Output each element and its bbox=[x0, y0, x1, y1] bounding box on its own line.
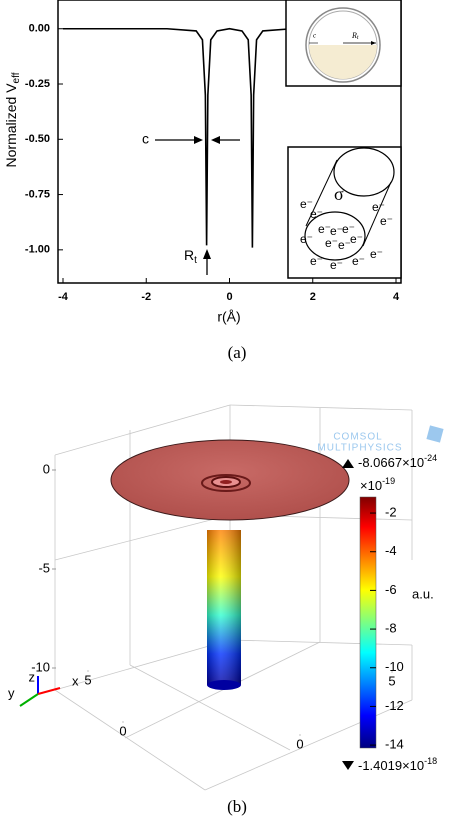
max-value: -8.0667×10 bbox=[358, 455, 424, 470]
z-tick-label: -5 bbox=[38, 560, 50, 575]
data-line bbox=[63, 27, 396, 248]
axis-triad: z x y bbox=[8, 669, 79, 707]
y-axis-label-sub: eff bbox=[11, 72, 22, 83]
annotation-rt: Rt bbox=[184, 247, 197, 266]
annotation-c: c bbox=[142, 131, 149, 147]
multiplier: ×10 bbox=[360, 478, 382, 493]
axis-letter: z bbox=[29, 669, 36, 684]
svg-text:e⁻: e⁻ bbox=[310, 254, 323, 268]
multiplier-exp: -19 bbox=[382, 476, 395, 486]
x-tick-label: 2 bbox=[310, 291, 316, 303]
svg-text:e⁻: e⁻ bbox=[318, 222, 331, 236]
y-axis-label-main: Normalized V bbox=[3, 83, 19, 168]
svg-text:e⁻: e⁻ bbox=[352, 254, 365, 268]
svg-text:e⁻: e⁻ bbox=[372, 200, 385, 214]
inset-label-sub: t bbox=[357, 35, 359, 41]
caption: (b) bbox=[227, 797, 247, 816]
y-axis-label: Normalized Veff bbox=[3, 72, 22, 167]
logo: COMSOL MULTIPHYSICS bbox=[317, 425, 444, 454]
svg-text:e⁻: e⁻ bbox=[380, 214, 393, 228]
svg-text:e⁻: e⁻ bbox=[300, 232, 313, 246]
logo-text: COMSOL bbox=[333, 432, 382, 443]
x-tick-label: -2 bbox=[141, 291, 151, 303]
colorbar-tick-label: -4 bbox=[385, 543, 397, 558]
x-axis-label: r(Å) bbox=[217, 309, 240, 325]
svg-text:e⁻: e⁻ bbox=[370, 247, 383, 261]
x-tick-label: 4 bbox=[393, 291, 400, 303]
x-tick-label: -4 bbox=[58, 291, 69, 303]
x-tick-label: 0 bbox=[296, 736, 303, 751]
colorbar-tick-label: -12 bbox=[385, 698, 404, 713]
y-tick bbox=[87, 670, 89, 672]
min-exp: -18 bbox=[424, 756, 437, 766]
svg-text:e⁻: e⁻ bbox=[310, 207, 323, 221]
logo-text: MULTIPHYSICS bbox=[317, 443, 402, 454]
surface bbox=[110, 439, 350, 690]
y-tick-label: -0.75 bbox=[25, 188, 50, 200]
inset-label: Rt bbox=[351, 31, 359, 42]
colorbar-tick-label: -14 bbox=[385, 737, 404, 752]
axis-letter: y bbox=[8, 685, 15, 700]
y-tick-label: 0 bbox=[119, 723, 126, 738]
y-tick-label: -0.50 bbox=[25, 133, 50, 145]
x-tick bbox=[299, 734, 301, 736]
svg-text:e⁻: e⁻ bbox=[330, 258, 343, 272]
svg-text:e⁻: e⁻ bbox=[325, 236, 338, 250]
colorbar-tick-label: -6 bbox=[385, 582, 397, 597]
colorbar-tick-label: -10 bbox=[385, 659, 404, 674]
min-label: -1.4019×10-18 bbox=[358, 756, 437, 773]
panel-b: COMSOL MULTIPHYSICS z x y ×10-19 a.u. -8… bbox=[8, 404, 444, 816]
sigma-label: σ bbox=[334, 184, 344, 204]
annotation-r: R bbox=[184, 247, 194, 263]
x-tick bbox=[391, 671, 393, 673]
panel-a: c Rt σ e⁻e⁻e⁻ e⁻e⁻e⁻ e⁻ e⁻e⁻ e⁻ e⁻ e⁻ e⁻e⁻e… bbox=[3, 0, 402, 362]
x-tick-label: 5 bbox=[388, 673, 395, 688]
plot-area bbox=[63, 27, 396, 248]
inset-top: c Rt bbox=[285, 0, 402, 87]
colorbar-multiplier: ×10-19 bbox=[360, 476, 395, 493]
y-tick-label: 5 bbox=[84, 672, 91, 687]
axis-letter: x bbox=[72, 673, 79, 688]
colorbar-tick-label: -8 bbox=[385, 621, 397, 636]
inset-label: c bbox=[313, 32, 317, 40]
y-tick-label: -0.25 bbox=[25, 78, 50, 90]
svg-text:e⁻: e⁻ bbox=[300, 197, 313, 211]
caption: (a) bbox=[228, 343, 247, 362]
y-tick-label: 0.00 bbox=[29, 23, 50, 35]
colorbar-unit: a.u. bbox=[412, 586, 434, 601]
svg-text:e⁻: e⁻ bbox=[342, 222, 355, 236]
z-tick-label: 0 bbox=[43, 461, 50, 476]
y-tick-label: -1.00 bbox=[25, 244, 50, 256]
max-exp: -24 bbox=[424, 453, 437, 463]
colorbar-tick-label: -2 bbox=[385, 504, 397, 519]
y-tick bbox=[122, 721, 124, 723]
min-value: -1.4019×10 bbox=[358, 758, 424, 773]
x-tick-label: 0 bbox=[226, 291, 232, 303]
inset-label: R bbox=[351, 31, 357, 40]
colorbar bbox=[359, 496, 377, 749]
annotation-r-sub: t bbox=[194, 255, 197, 266]
svg-text:e⁻: e⁻ bbox=[350, 232, 363, 246]
z-tick-label: -10 bbox=[31, 659, 50, 674]
svg-text:e⁻: e⁻ bbox=[330, 224, 343, 238]
inset-bottom: σ e⁻e⁻e⁻ e⁻e⁻e⁻ e⁻ e⁻e⁻ e⁻ e⁻ e⁻ e⁻e⁻e⁻ bbox=[287, 146, 402, 279]
max-label: -8.0667×10-24 bbox=[358, 453, 437, 470]
svg-text:e⁻: e⁻ bbox=[338, 238, 351, 252]
